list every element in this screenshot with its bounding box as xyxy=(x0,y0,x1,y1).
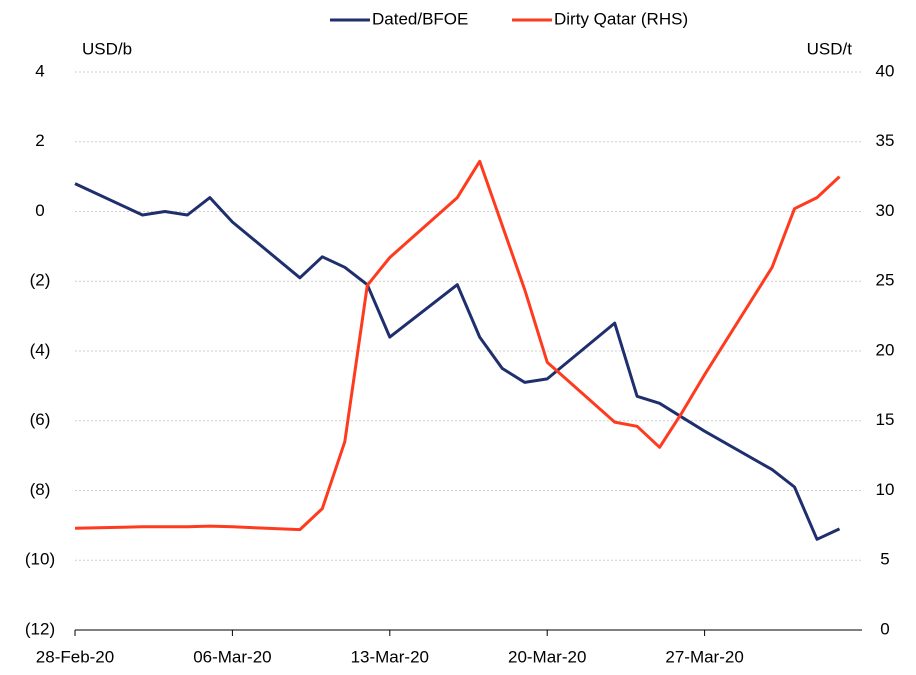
y-axis-label: USD/b xyxy=(82,39,132,58)
y2-tick-label: 0 xyxy=(880,619,889,638)
y-tick-label: (12) xyxy=(25,619,55,638)
y-tick-label: 2 xyxy=(35,131,44,150)
x-tick-label: 20-Mar-20 xyxy=(508,647,586,666)
y2-tick-label: 10 xyxy=(876,480,895,499)
legend-label: Dated/BFOE xyxy=(372,9,468,28)
x-tick-label: 13-Mar-20 xyxy=(351,647,429,666)
y2-tick-label: 20 xyxy=(876,340,895,359)
y2-tick-label: 40 xyxy=(876,61,895,80)
y-tick-label: 0 xyxy=(35,201,44,220)
y-tick-label: (8) xyxy=(30,480,51,499)
x-tick-label: 28-Feb-20 xyxy=(36,647,114,666)
x-tick-label: 06-Mar-20 xyxy=(193,647,271,666)
y-tick-label: (4) xyxy=(30,340,51,359)
y2-tick-label: 5 xyxy=(880,550,889,569)
y-tick-label: (2) xyxy=(30,271,51,290)
y-tick-label: 4 xyxy=(35,61,44,80)
series-line xyxy=(74,182,841,541)
y-tick-label: (10) xyxy=(25,550,55,569)
x-tick-label: 27-Mar-20 xyxy=(665,647,743,666)
y2-tick-label: 25 xyxy=(876,271,895,290)
y2-tick-label: 30 xyxy=(876,201,895,220)
y2-axis-label: USD/t xyxy=(807,39,853,58)
series-line xyxy=(74,159,841,532)
legend-label: Dirty Qatar (RHS) xyxy=(554,9,688,28)
y2-tick-label: 15 xyxy=(876,410,895,429)
y2-tick-label: 35 xyxy=(876,131,895,150)
y-tick-label: (6) xyxy=(30,410,51,429)
